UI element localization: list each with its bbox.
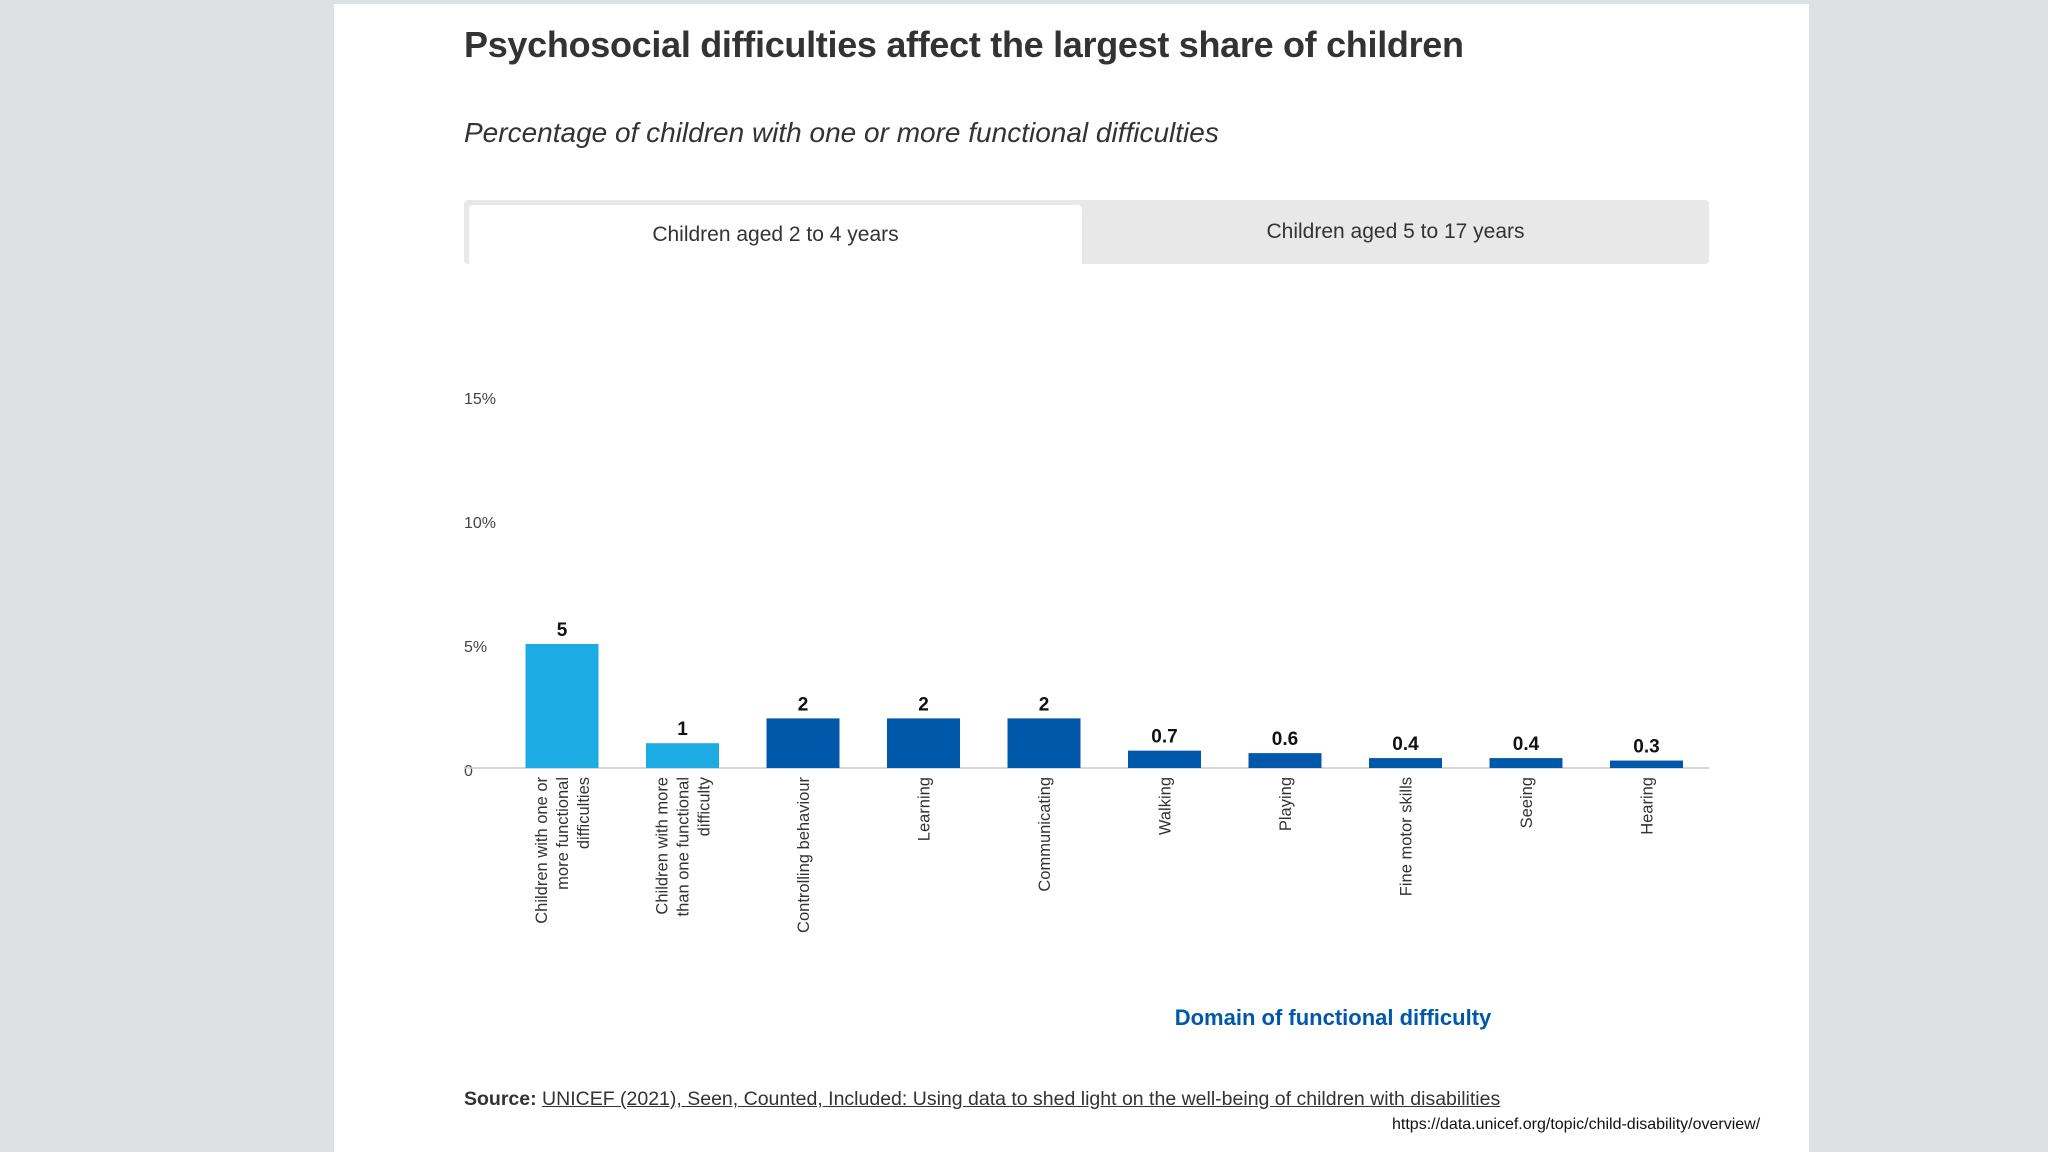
bar bbox=[1489, 758, 1563, 768]
bar-value-label: 0.4 bbox=[1513, 734, 1540, 755]
bar bbox=[646, 743, 719, 768]
bar-value-label: 2 bbox=[1039, 694, 1050, 715]
bar-value-label: 5 bbox=[557, 620, 568, 641]
page-title: Psychosocial difficulties affect the lar… bbox=[464, 24, 1464, 65]
bar bbox=[1248, 753, 1322, 768]
y-tick-label: 0 bbox=[464, 763, 473, 780]
source-link[interactable]: UNICEF (2021), Seen, Counted, Included: … bbox=[542, 1088, 1501, 1110]
content-panel bbox=[334, 4, 1809, 1152]
bar-value-label: 0.4 bbox=[1392, 734, 1419, 755]
bar-value-label: 0.7 bbox=[1151, 727, 1177, 748]
x-tick-label: Learning bbox=[916, 777, 934, 841]
x-tick-label: Hearing bbox=[1639, 777, 1657, 835]
source-note: Source: UNICEF (2021), Seen, Counted, In… bbox=[464, 1088, 1500, 1111]
tab-aged-2-to-4[interactable]: Children aged 2 to 4 years bbox=[469, 205, 1082, 264]
bar bbox=[1610, 760, 1683, 768]
x-tick-label: Communicating bbox=[1036, 777, 1054, 892]
bar-value-label: 0.6 bbox=[1272, 729, 1298, 750]
x-tick-label: Playing bbox=[1277, 777, 1295, 831]
source-label: Source: bbox=[464, 1088, 537, 1110]
bar bbox=[1007, 718, 1081, 768]
x-tick-label: Walking bbox=[1157, 777, 1175, 835]
bar-value-label: 1 bbox=[677, 719, 688, 740]
x-tick-label: Fine motor skills bbox=[1398, 777, 1416, 896]
x-tick-label: more functional bbox=[554, 777, 572, 890]
bar bbox=[1369, 758, 1442, 768]
x-tick-label: difficulty bbox=[696, 776, 714, 836]
x-tick-label: than one functional bbox=[675, 777, 693, 916]
url-caption: https://data.unicef.org/topic/child-disa… bbox=[1392, 1116, 1761, 1133]
bar bbox=[887, 718, 960, 768]
x-tick-label: Children with more bbox=[654, 777, 672, 915]
bar-value-label: 2 bbox=[798, 694, 809, 715]
bar bbox=[1128, 750, 1201, 768]
bar bbox=[525, 644, 599, 768]
bar-value-label: 0.3 bbox=[1633, 737, 1659, 758]
y-tick-label: 15% bbox=[464, 391, 496, 408]
age-group-tabs: Children aged 2 to 4 years Children aged… bbox=[464, 200, 1709, 264]
y-tick-label: 5% bbox=[464, 639, 487, 656]
tab-aged-5-to-17[interactable]: Children aged 5 to 17 years bbox=[1266, 220, 1525, 243]
y-tick-label: 10% bbox=[464, 515, 496, 532]
bar-value-label: 2 bbox=[918, 694, 929, 715]
x-tick-label: Controlling behaviour bbox=[795, 777, 813, 933]
x-axis-title: Domain of functional difficulty bbox=[1175, 1005, 1492, 1030]
bar bbox=[766, 718, 840, 768]
x-tick-label: Seeing bbox=[1518, 777, 1536, 828]
x-tick-label: difficulties bbox=[575, 777, 593, 849]
chart-subtitle: Percentage of children with one or more … bbox=[464, 117, 1219, 148]
x-tick-label: Children with one or bbox=[533, 777, 551, 924]
